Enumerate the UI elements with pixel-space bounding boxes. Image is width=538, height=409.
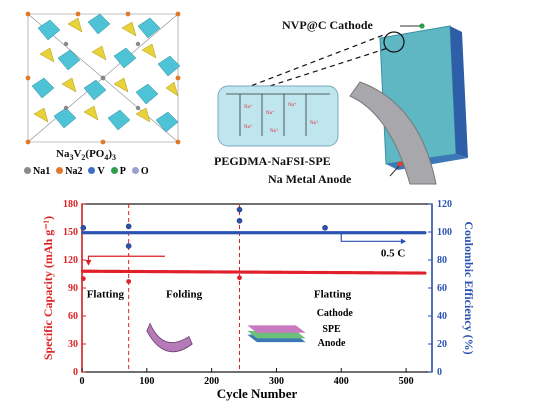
plot-frame [81, 203, 433, 373]
legend-item-o: O [131, 166, 149, 177]
y-right-tick-label: 60 [437, 283, 447, 294]
legend-item-na2: Na2 [56, 166, 82, 177]
x-tick-label: 100 [139, 376, 154, 387]
x-tick-label: 400 [334, 376, 349, 387]
inset-spe-label: SPE [322, 324, 341, 335]
ce-point [423, 231, 427, 235]
ce-arrow-head [400, 238, 407, 245]
y-left-tick-label: 60 [68, 311, 78, 322]
ce-outlier [80, 224, 87, 231]
x-tick-label: 200 [204, 376, 219, 387]
region-label: Flatting [87, 288, 125, 300]
cathode-layer [247, 325, 306, 333]
capacity-outlier [80, 276, 86, 282]
ce-outlier [125, 223, 132, 230]
na1-dot [24, 167, 31, 174]
spe-layer [247, 330, 306, 339]
spe-label: PEGDMA-NaFSI-SPE [214, 154, 331, 168]
x-axis-title: Cycle Number [217, 386, 298, 401]
capacity-arrow [87, 255, 165, 264]
x-tick-label: 500 [399, 376, 414, 387]
legend-item-na1: Na1 [24, 166, 50, 177]
cathode-label: NVP@C Cathode [282, 18, 373, 32]
capacity-point [423, 271, 427, 275]
y-left-tick-label: 150 [63, 227, 78, 238]
ce-outlier [322, 224, 328, 231]
x-tick-label: 0 [80, 376, 85, 387]
svg-text:Na⁺: Na⁺ [288, 102, 297, 108]
ce-outlier [236, 206, 243, 213]
svg-text:Na⁺: Na⁺ [270, 128, 279, 134]
y-left-tick-label: 120 [63, 255, 78, 266]
region-label: Folding [166, 288, 203, 300]
p-dot [110, 167, 118, 174]
crystal-structure-image [22, 10, 182, 145]
svg-text:Na⁺: Na⁺ [244, 124, 253, 130]
y-right-tick-label: 40 [437, 311, 447, 322]
svg-text:Na⁺: Na⁺ [310, 120, 319, 126]
svg-text:Na⁺: Na⁺ [266, 110, 275, 116]
na2-dot [56, 167, 64, 174]
y-left-axis-title: Specific Capacity (mAh g⁻¹) [41, 216, 55, 360]
svg-text:Na⁺: Na⁺ [244, 104, 253, 110]
ce-outlier [236, 217, 243, 224]
cell-schematic-image: Na⁺ Na⁺ Na⁺ Na⁺ Na⁺ Na⁺ [217, 23, 468, 185]
crystal-structure-panel: Na3V2(PO4)3 Na1 Na2 V P O [18, 8, 186, 188]
y-right-tick-label: 20 [437, 339, 447, 350]
capacity-outlier [237, 275, 242, 281]
y-right-tick-label: 80 [437, 255, 447, 266]
inset-anode-label: Anode [318, 338, 346, 349]
x-tick-label: 300 [269, 376, 284, 387]
y-right-axis-title: Coulombic Efficiency (%) [462, 221, 476, 354]
legend-item-v: V [88, 166, 105, 177]
y-left-tick-label: 90 [68, 283, 78, 294]
crystal-legend: Na1 Na2 V P O [24, 166, 149, 177]
cycling-chart: 0 100 200 300 400 500 0 30 60 90 120 150 180 0 20 40 60 8… [41, 199, 476, 401]
o-dot [131, 167, 139, 174]
y-left-tick-label: 30 [68, 339, 78, 350]
inset-cathode-label: Cathode [317, 308, 354, 319]
y-right-tick-label: 120 [437, 199, 452, 210]
y-left-tick-label: 0 [73, 367, 78, 378]
legend-item-p: P [110, 166, 126, 177]
y-right-tick-label: 0 [437, 367, 442, 378]
capacity-outlier [126, 279, 132, 284]
v-dot [88, 167, 96, 174]
y-right-tick-label: 100 [437, 227, 452, 238]
cell-schematic-panel: Na⁺ Na⁺ Na⁺ Na⁺ Na⁺ Na⁺ NVP@C Cathode PEGDMA… [200, 4, 530, 190]
folded-cell-icon [146, 322, 193, 353]
ce-outlier [125, 243, 132, 249]
anode-label: Na Metal Anode [268, 172, 352, 186]
region-label: Flatting [314, 288, 352, 300]
y-left-tick-label: 180 [63, 199, 78, 210]
rate-label: 0.5 C [381, 247, 406, 259]
crystal-formula: Na3V2(PO4)3 [56, 148, 117, 163]
capacity-arrow-head [85, 260, 92, 266]
ce-arrow [340, 233, 403, 242]
